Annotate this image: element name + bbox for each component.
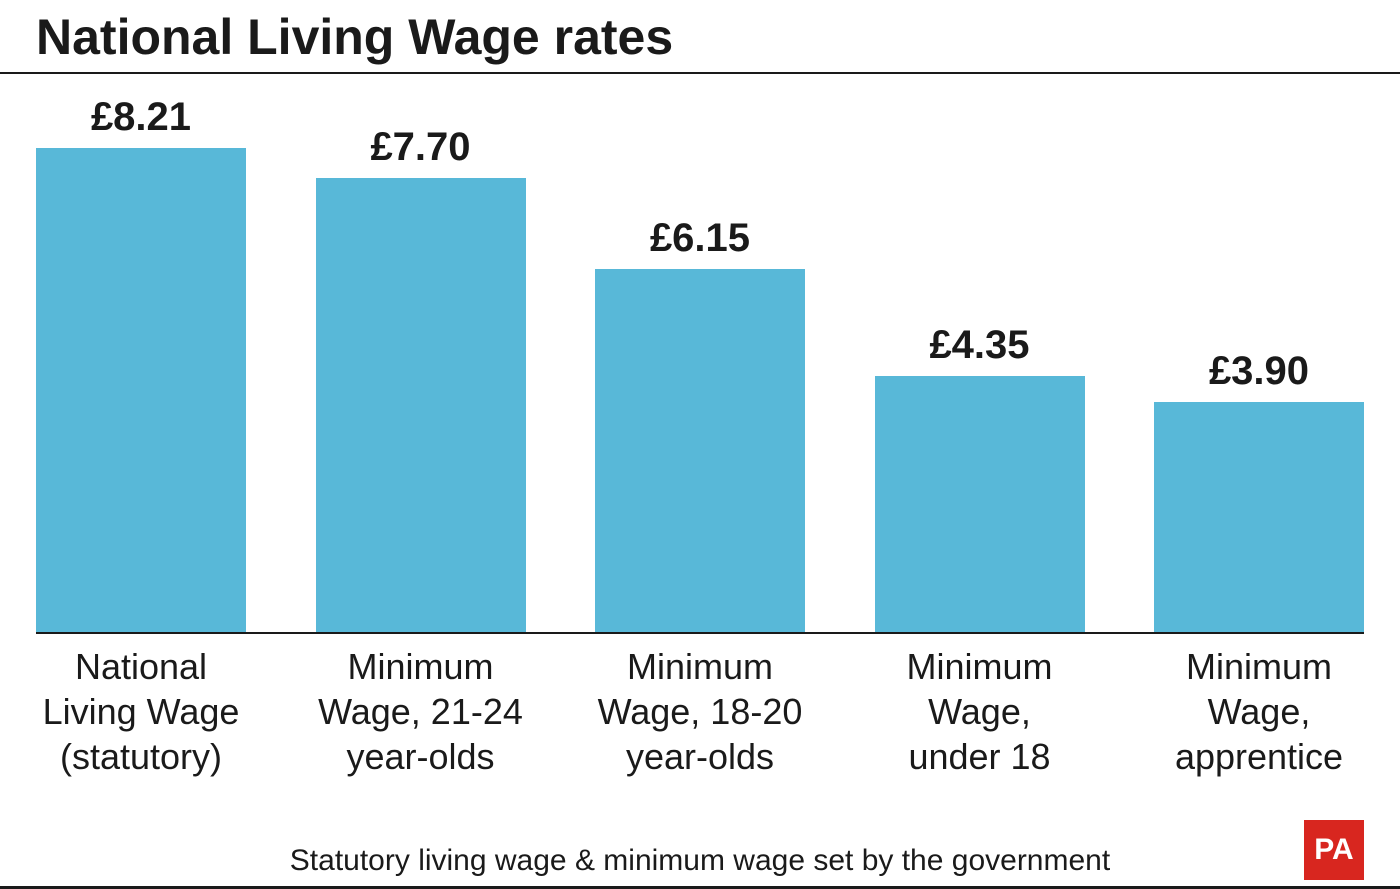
bar-group: £7.70 xyxy=(316,94,526,632)
bar xyxy=(36,148,246,632)
bar xyxy=(595,269,805,632)
bar-category-line: Minimum xyxy=(595,644,805,689)
bar-group: £6.15 xyxy=(595,94,805,632)
bar-category-line: under 18 xyxy=(875,734,1085,779)
bar-category-line: Minimum xyxy=(875,644,1085,689)
bar-value-label: £7.70 xyxy=(370,125,470,170)
bar-category-label: MinimumWage, 21-24year-olds xyxy=(316,644,526,779)
chart-wrap: £8.21 £7.70 £6.15 £4.35 £3.90 NationalLiving… xyxy=(0,74,1400,779)
bar-value-label: £4.35 xyxy=(929,323,1029,368)
bar xyxy=(875,376,1085,632)
bar-category-line: Wage, xyxy=(875,689,1085,734)
bar-category-line: year-olds xyxy=(316,734,526,779)
bar-category-line: apprentice xyxy=(1154,734,1364,779)
bar-category-line: (statutory) xyxy=(36,734,246,779)
bar-group: £3.90 xyxy=(1154,94,1364,632)
bar-value-label: £3.90 xyxy=(1209,349,1309,394)
plot-area: £8.21 £7.70 £6.15 £4.35 £3.90 xyxy=(36,74,1364,634)
chart-title: National Living Wage rates xyxy=(0,0,1400,72)
chart-caption: Statutory living wage & minimum wage set… xyxy=(0,844,1400,878)
bar-chart: £8.21 £7.70 £6.15 £4.35 £3.90 NationalLiving… xyxy=(36,74,1364,779)
bar-category-label: MinimumWage,apprentice xyxy=(1154,644,1364,779)
bar xyxy=(1154,402,1364,632)
bar-category-line: Wage, xyxy=(1154,689,1364,734)
footer-row: Statutory living wage & minimum wage set… xyxy=(0,835,1400,889)
bar-group: £4.35 xyxy=(875,94,1085,632)
bar-category-label: MinimumWage, 18-20year-olds xyxy=(595,644,805,779)
bar-category-line: National xyxy=(36,644,246,689)
bar-category-line: Wage, 21-24 xyxy=(316,689,526,734)
bar-group: £8.21 xyxy=(36,94,246,632)
bar-category-label: NationalLiving Wage(statutory) xyxy=(36,644,246,779)
pa-logo: PA xyxy=(1304,820,1364,880)
chart-footer: Statutory living wage & minimum wage set… xyxy=(0,835,1400,889)
bar-category-line: Minimum xyxy=(1154,644,1364,689)
bar-category-label: MinimumWage,under 18 xyxy=(875,644,1085,779)
bar xyxy=(316,178,526,632)
x-axis-labels: NationalLiving Wage(statutory)MinimumWag… xyxy=(36,644,1364,779)
bar-category-line: Minimum xyxy=(316,644,526,689)
bar-category-line: year-olds xyxy=(595,734,805,779)
bar-category-line: Wage, 18-20 xyxy=(595,689,805,734)
chart-container: National Living Wage rates £8.21 £7.70 £6.… xyxy=(0,0,1400,889)
bar-value-label: £6.15 xyxy=(650,216,750,261)
bar-value-label: £8.21 xyxy=(91,95,191,140)
bar-category-line: Living Wage xyxy=(36,689,246,734)
